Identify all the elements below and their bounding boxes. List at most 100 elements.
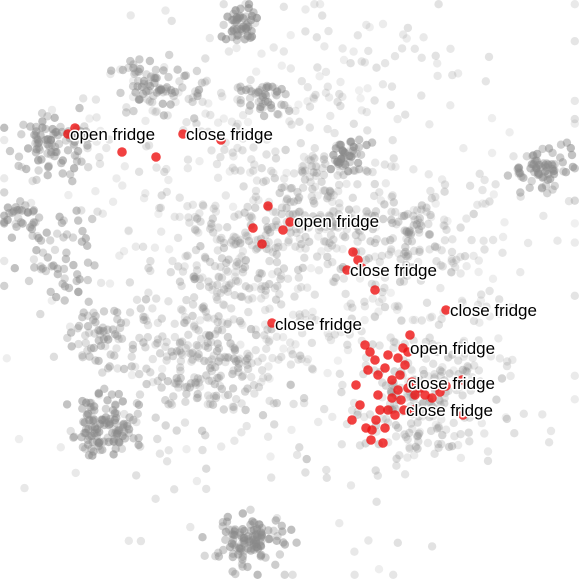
background-point	[111, 330, 120, 339]
background-point	[250, 18, 260, 28]
background-point	[185, 383, 194, 392]
background-point	[228, 535, 238, 544]
highlighted-point	[248, 223, 258, 233]
background-point	[50, 113, 59, 123]
background-point	[376, 196, 386, 205]
background-point	[323, 82, 332, 91]
background-point	[93, 207, 102, 216]
background-point	[474, 366, 484, 375]
background-point	[426, 313, 435, 322]
background-point	[164, 175, 173, 185]
background-point	[225, 167, 234, 176]
background-point	[339, 55, 349, 65]
background-point	[32, 134, 41, 144]
background-point	[403, 435, 412, 444]
background-point	[219, 0, 228, 9]
background-point	[339, 231, 348, 240]
background-point	[406, 229, 416, 238]
background-point	[406, 419, 416, 428]
background-point	[394, 249, 403, 258]
background-point	[83, 144, 92, 153]
background-point	[230, 212, 239, 221]
background-point	[452, 385, 461, 395]
background-point	[240, 262, 250, 272]
background-point	[148, 98, 157, 107]
background-point	[96, 326, 105, 335]
background-point	[228, 549, 238, 558]
background-point	[486, 352, 496, 361]
background-point	[162, 187, 171, 197]
background-point	[357, 57, 366, 66]
background-point	[303, 283, 312, 292]
background-point	[400, 270, 409, 279]
background-point	[183, 155, 193, 164]
background-point	[234, 368, 243, 377]
background-point	[263, 432, 273, 441]
background-point	[228, 402, 237, 411]
background-point	[128, 92, 138, 102]
background-point	[309, 196, 318, 205]
background-point	[433, 347, 442, 357]
background-point	[291, 209, 301, 219]
background-point	[281, 145, 290, 155]
background-point	[392, 461, 401, 470]
background-point	[219, 238, 229, 248]
background-point	[333, 171, 342, 180]
background-point	[243, 349, 252, 358]
background-point	[415, 427, 425, 437]
background-point	[410, 44, 419, 53]
background-point	[63, 146, 73, 155]
background-point	[241, 256, 250, 265]
background-point	[180, 318, 189, 328]
background-point	[286, 228, 295, 237]
background-point	[258, 83, 267, 92]
background-point	[315, 72, 324, 81]
background-point	[285, 106, 294, 116]
background-point	[399, 249, 409, 259]
highlighted-point	[393, 353, 403, 363]
background-point	[105, 135, 114, 144]
background-point	[356, 94, 365, 103]
background-point	[465, 437, 474, 446]
background-point	[74, 287, 83, 297]
background-point	[272, 258, 282, 267]
background-point	[228, 148, 237, 157]
background-point	[371, 207, 381, 216]
background-point	[289, 197, 299, 206]
background-point	[271, 295, 281, 304]
background-point	[313, 63, 322, 72]
background-point	[175, 277, 185, 286]
background-point	[238, 264, 248, 274]
background-point	[320, 152, 329, 161]
background-point	[553, 236, 562, 245]
highlighted-point	[427, 393, 437, 403]
background-point	[170, 332, 180, 342]
background-point	[199, 304, 208, 314]
background-point	[190, 224, 200, 234]
background-point	[28, 176, 37, 186]
background-point	[261, 290, 270, 300]
background-point	[225, 281, 234, 290]
background-point	[190, 320, 199, 329]
background-point	[142, 316, 151, 325]
background-point	[80, 418, 89, 427]
background-point	[213, 280, 222, 290]
background-point	[389, 570, 398, 579]
background-point	[434, 0, 443, 9]
background-point	[368, 167, 377, 177]
background-point	[351, 215, 360, 224]
background-point	[459, 352, 468, 361]
background-point	[280, 182, 289, 191]
background-point	[207, 366, 216, 376]
background-point	[197, 78, 207, 88]
background-point	[162, 352, 172, 361]
background-point	[371, 223, 380, 232]
background-point	[346, 299, 355, 308]
background-point	[278, 527, 287, 536]
background-point	[210, 314, 219, 323]
background-point	[5, 208, 14, 218]
background-point	[339, 152, 348, 162]
background-point	[427, 194, 436, 203]
background-point	[184, 94, 193, 104]
background-point	[334, 180, 344, 190]
